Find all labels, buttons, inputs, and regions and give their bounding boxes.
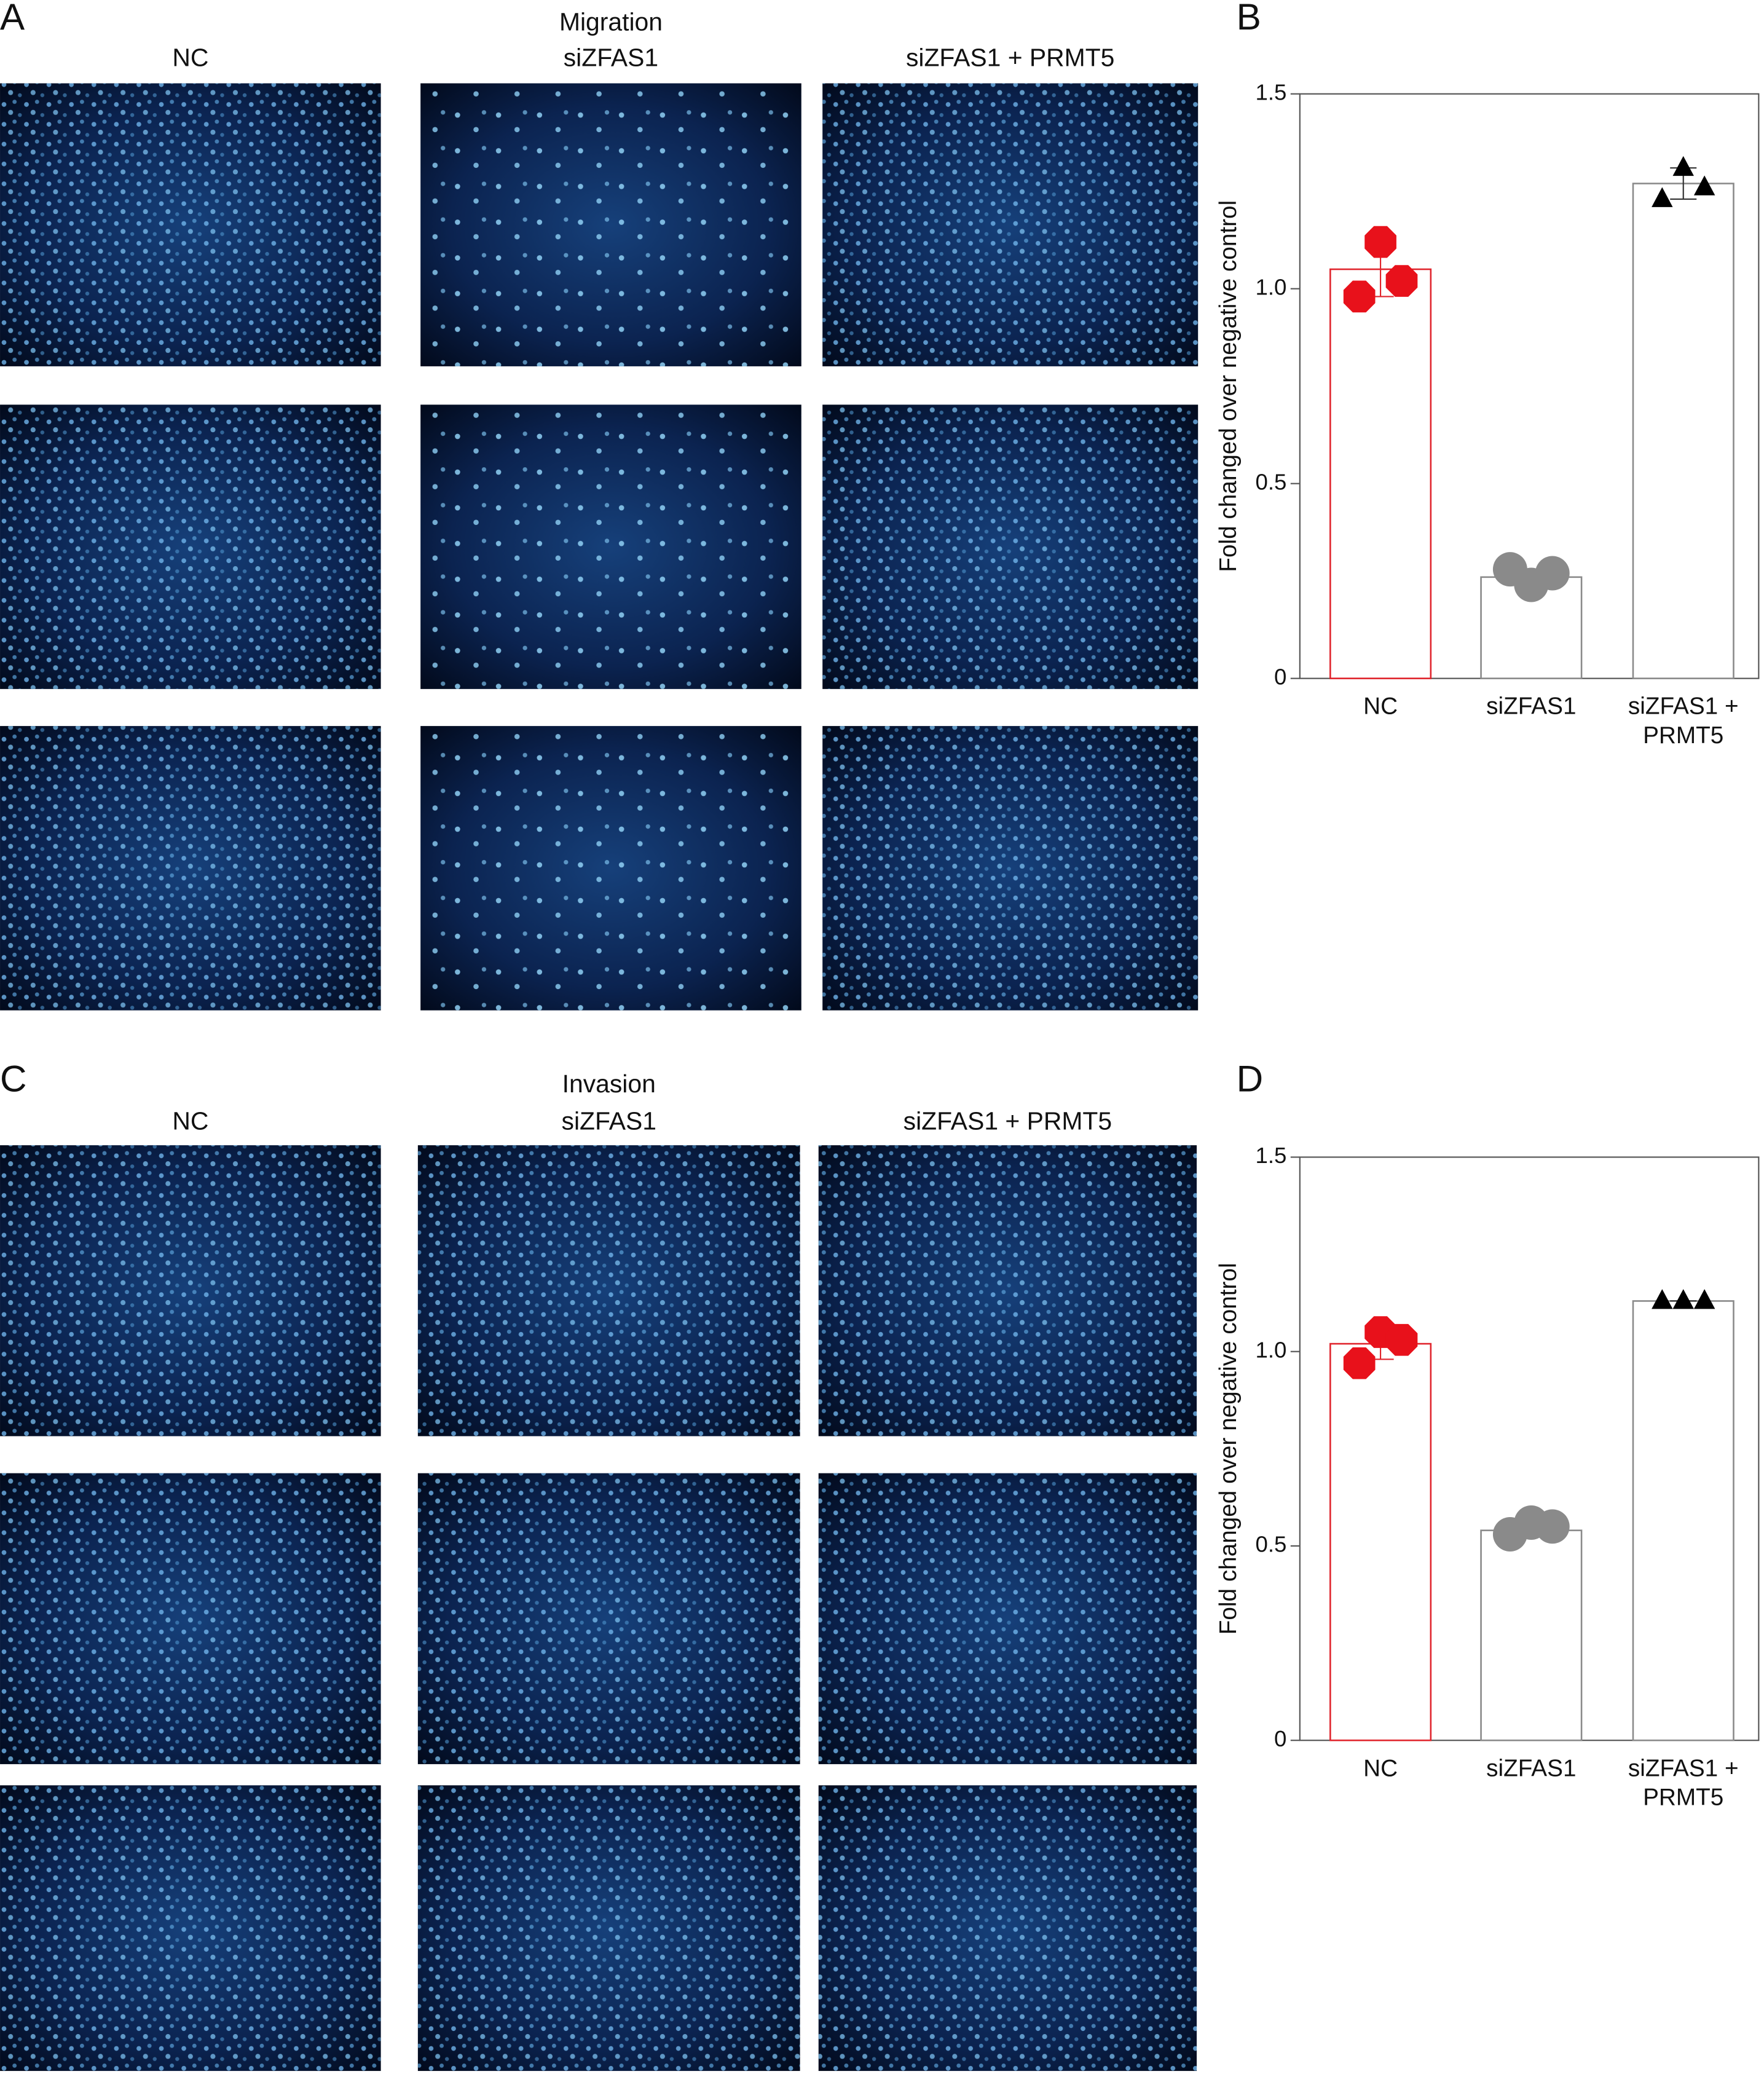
- micrograph-cells: [0, 1145, 381, 1437]
- y-tick-label: 1.5: [1255, 79, 1286, 104]
- data-point: [1343, 280, 1376, 313]
- micrograph-cells: [420, 726, 801, 1011]
- micrograph-cells: [0, 83, 381, 366]
- x-tick-label: siZFAS1: [1486, 1754, 1577, 1781]
- bar: [1632, 183, 1734, 679]
- micrograph-cells: [420, 83, 801, 366]
- data-point: [1343, 1347, 1376, 1379]
- x-label-box: NC: [1363, 693, 1398, 720]
- x-label-box: siZFAS1: [1486, 1754, 1577, 1781]
- column-label: NC: [172, 44, 208, 72]
- panel-letter: A: [0, 0, 25, 37]
- data-point: [1385, 1323, 1418, 1356]
- micrograph-cells: [822, 83, 1199, 366]
- bar: [1480, 1529, 1583, 1741]
- bar: [1329, 1343, 1432, 1741]
- panel-title: Migration: [559, 8, 663, 36]
- y-tick-label: 0: [1274, 1726, 1286, 1751]
- column-label: siZFAS1 + PRMT5: [906, 44, 1114, 72]
- data-point: [1693, 1289, 1715, 1309]
- x-tick-label: NC: [1363, 693, 1398, 720]
- bar: [1632, 1300, 1734, 1741]
- panel-letter: C: [0, 1058, 27, 1100]
- micrograph-cells: [0, 1785, 381, 2072]
- y-tick-label: 0.5: [1255, 469, 1286, 494]
- x-tick-label: siZFAS1 + PRMT5: [1628, 693, 1739, 749]
- x-tick-label: siZFAS1 + PRMT5: [1628, 1754, 1739, 1811]
- x-label-box: siZFAS1: [1486, 693, 1577, 720]
- data-point: [1385, 265, 1418, 297]
- panel-title: Invasion: [562, 1070, 656, 1098]
- micrograph-cells: [417, 1473, 800, 1764]
- micrograph-cells: [417, 1785, 800, 2072]
- micrograph-cells: [417, 1145, 800, 1437]
- panel-letter: D: [1237, 1058, 1263, 1100]
- y-axis-label: Fold changed over negative control: [1215, 1263, 1242, 1634]
- data-point: [1672, 1289, 1694, 1309]
- y-tick-label: 1.0: [1255, 1337, 1286, 1362]
- data-point: [1652, 187, 1673, 207]
- y-tick-label: 0: [1274, 664, 1286, 689]
- data-point: [1364, 226, 1396, 258]
- x-tick-label: NC: [1363, 1754, 1398, 1781]
- micrograph-cells: [818, 1145, 1197, 1437]
- y-axis-label: Fold changed over negative control: [1215, 200, 1242, 572]
- micrograph-cells: [0, 1473, 381, 1764]
- data-point: [1693, 175, 1715, 195]
- micrograph-cells: [822, 404, 1199, 689]
- x-label-box: NC: [1363, 1754, 1398, 1781]
- micrograph-cells: [818, 1785, 1197, 2072]
- micrograph-cells: [822, 726, 1199, 1011]
- y-tick-label: 1.5: [1255, 1143, 1286, 1168]
- micrograph-cells: [0, 726, 381, 1011]
- data-point: [1535, 1509, 1570, 1544]
- panel-letter: B: [1237, 0, 1261, 37]
- x-tick-label: siZFAS1: [1486, 693, 1577, 720]
- data-point: [1672, 156, 1694, 176]
- column-label: siZFAS1 + PRMT5: [904, 1106, 1112, 1135]
- column-label: siZFAS1: [562, 1106, 656, 1135]
- micrograph-cells: [420, 404, 801, 689]
- column-label: NC: [172, 1106, 208, 1135]
- data-point: [1535, 556, 1570, 591]
- column-label: siZFAS1: [564, 44, 658, 72]
- bar: [1329, 268, 1432, 679]
- y-tick-label: 0.5: [1255, 1532, 1286, 1557]
- x-label-box: siZFAS1 + PRMT5: [1628, 693, 1739, 749]
- data-point: [1652, 1289, 1673, 1309]
- micrograph-cells: [818, 1473, 1197, 1764]
- x-label-box: siZFAS1 + PRMT5: [1628, 1754, 1739, 1811]
- micrograph-cells: [0, 404, 381, 689]
- y-tick-label: 1.0: [1255, 274, 1286, 299]
